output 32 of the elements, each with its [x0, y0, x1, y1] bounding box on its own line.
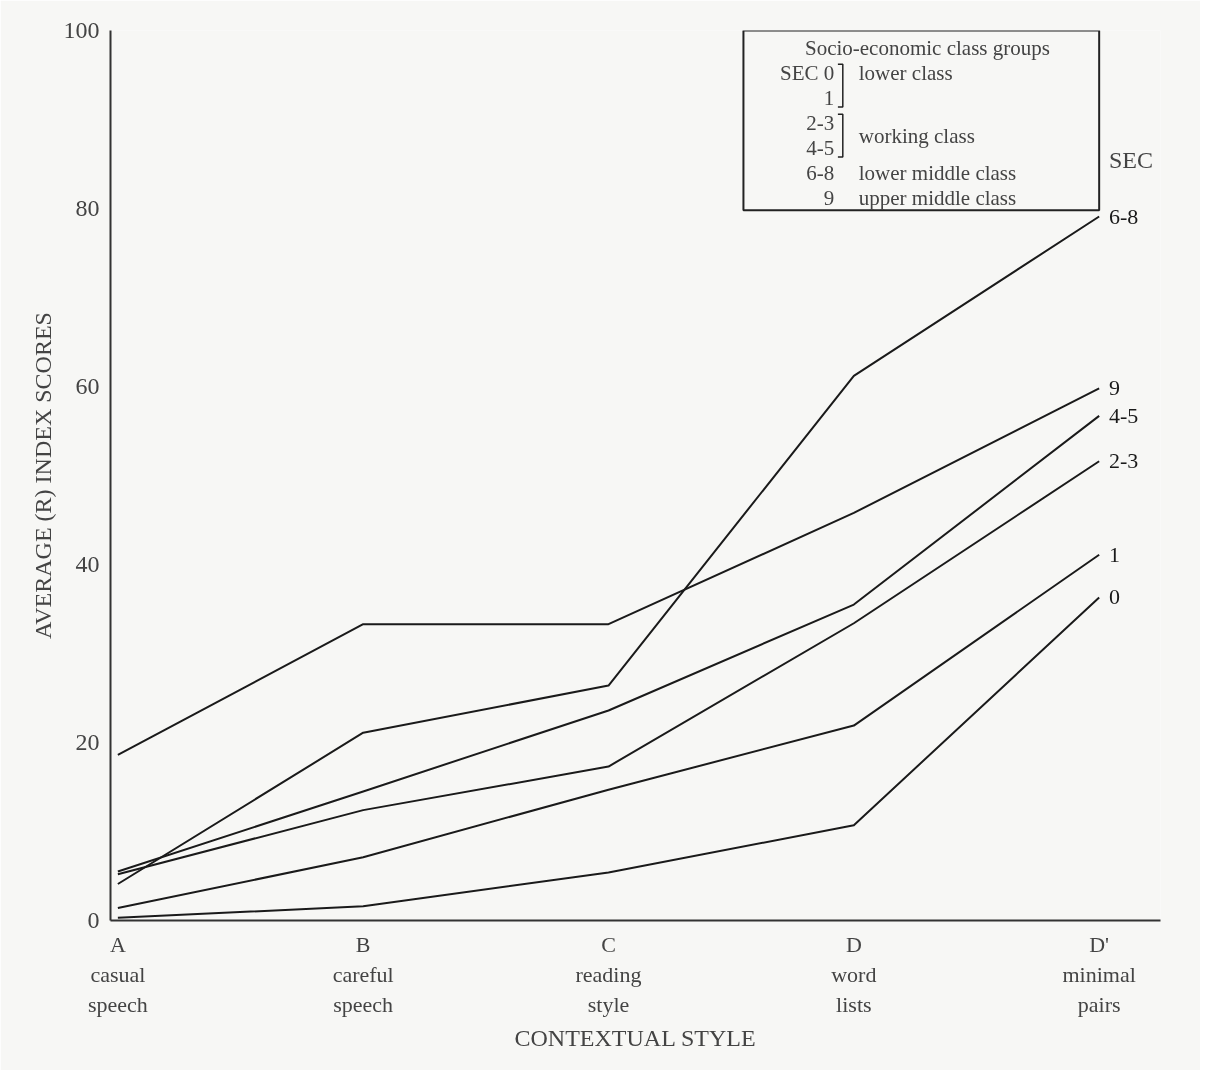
legend-label: 1 [823, 86, 835, 111]
annotation: lower class [858, 61, 953, 86]
annotation: working class [858, 123, 975, 148]
y-tick-label: 40 [75, 551, 100, 577]
y-tick-label: 0 [87, 907, 100, 933]
annotation: upper middle class [858, 185, 1017, 210]
annotation: 2-3 [806, 111, 835, 136]
x-tick-label: C reading style [575, 931, 642, 1017]
annotation: SEC [1108, 146, 1153, 173]
series-label: 9 [1108, 375, 1120, 401]
annotation: 6-8 [806, 160, 835, 185]
y-tick-label: 100 [63, 17, 100, 43]
series-label: 2-3 [1108, 448, 1139, 474]
x-axis-title: CONTEXTUAL STYLE [514, 1024, 756, 1051]
annotation: Socio-economic class groups [804, 36, 1050, 61]
series-label: 4-5 [1108, 402, 1139, 428]
y-tick-label: 80 [75, 195, 100, 221]
annotation: SEC 0 [779, 61, 835, 86]
series-label: 0 [1108, 584, 1120, 610]
y-tick-label: 20 [75, 729, 100, 755]
y-tick-label: 60 [75, 373, 100, 399]
x-tick-label: D word lists [831, 931, 877, 1017]
y-axis-title: AVERAGE (R) INDEX SCORES [29, 312, 56, 639]
line-series [116, 215, 1101, 886]
series-label: 6-8 [1108, 203, 1139, 229]
x-tick-label: A casual speech [87, 931, 148, 1017]
annotation: 9 [823, 185, 835, 210]
annotation: 4-5 [806, 135, 835, 160]
x-tick-label: B careful speech [332, 931, 394, 1017]
annotation: lower middle class [858, 160, 1017, 185]
annotation: 1 [1108, 541, 1120, 567]
x-tick-label: D' minimal pairs [1062, 931, 1136, 1017]
